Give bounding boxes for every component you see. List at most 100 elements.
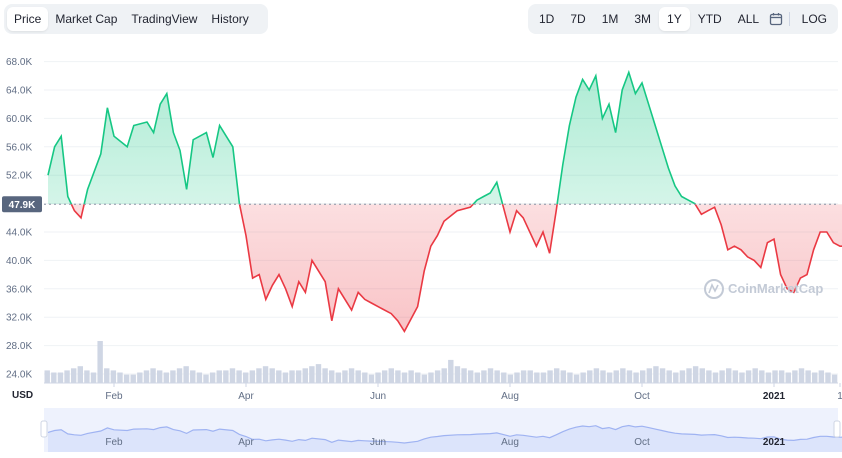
volume-bar	[580, 372, 586, 383]
navigator-handle-right[interactable]	[833, 420, 841, 438]
volume-bar	[739, 372, 745, 383]
volume-bar	[262, 366, 269, 383]
volume-bar	[573, 374, 580, 383]
volume-bar	[560, 370, 567, 383]
volume-bar	[388, 368, 394, 383]
volume-bar	[143, 370, 150, 383]
volume-bar	[348, 368, 355, 383]
volume-bar	[712, 372, 719, 383]
volume-bar	[567, 372, 573, 383]
volume-bar	[223, 370, 229, 383]
volume-bar	[368, 374, 375, 383]
calendar-icon[interactable]	[767, 7, 785, 31]
y-tick-label: 40.0K	[6, 256, 32, 267]
volume-bar	[90, 372, 97, 383]
volume-bar	[170, 370, 176, 383]
tab-price[interactable]: Price	[7, 7, 49, 31]
y-tick-label: 56.0K	[6, 142, 32, 153]
volume-bar	[276, 370, 282, 383]
volume-bar	[249, 370, 256, 383]
tab-market-cap[interactable]: Market Cap	[55, 12, 118, 26]
volume-bar	[441, 368, 447, 383]
volume-bar	[216, 370, 222, 383]
navigator-tick-label: Feb	[105, 437, 123, 448]
navigator[interactable]: Feb Apr Jun Aug Oct 2021	[40, 408, 842, 452]
navigator-area	[48, 425, 842, 452]
volume-bar	[236, 370, 242, 383]
volume-bar	[137, 372, 143, 383]
volume-bar	[507, 374, 514, 383]
volume-bar	[679, 370, 686, 383]
x-tick-label: Jun	[370, 391, 386, 402]
volume-bar	[487, 368, 494, 383]
navigator-handle-left[interactable]	[40, 420, 48, 438]
volume-bar	[434, 370, 441, 383]
navigator-tick-label: Oct	[634, 437, 650, 448]
range-1y[interactable]: 1Y	[659, 7, 690, 31]
navigator-line	[47, 424, 842, 444]
price-series	[47, 69, 842, 334]
range-ytd[interactable]: YTD	[697, 12, 722, 26]
volume-bar	[805, 370, 811, 383]
volume-bar	[520, 370, 527, 383]
y-tick-label: 24.0K	[6, 370, 32, 381]
volume-bar	[110, 370, 117, 383]
volume-bar	[547, 370, 553, 383]
volume-bar	[289, 370, 295, 383]
volume-bar	[474, 372, 480, 383]
volume-bar	[540, 372, 547, 383]
x-tick-label: Oct	[634, 391, 650, 402]
range-1m[interactable]: 1M	[601, 12, 619, 26]
volume-bar	[812, 372, 818, 383]
tab-tradingview[interactable]: TradingView	[131, 12, 198, 26]
volume-bar	[553, 368, 560, 383]
volume-bar	[640, 370, 646, 383]
navigator-tick-label: 2021	[763, 437, 786, 448]
chart-type-tabs: Price Market Cap TradingView History	[4, 4, 268, 34]
volume-bar	[831, 374, 838, 383]
volume-bar	[706, 370, 712, 383]
range-7d[interactable]: 7D	[570, 12, 586, 26]
y-tick-label: 36.0K	[6, 284, 32, 295]
log-toggle[interactable]: LOG	[801, 12, 827, 26]
volume-bar	[759, 370, 765, 383]
volume-bar	[686, 368, 692, 383]
y-tick-label: 64.0K	[6, 86, 32, 97]
volume-bar	[329, 370, 335, 383]
volume-bar	[342, 370, 348, 383]
volume-bar	[421, 374, 428, 383]
volume-bar	[196, 372, 203, 383]
range-3m[interactable]: 3M	[634, 12, 652, 26]
range-tabs: 1D 7D 1M 3M 1Y YTD ALL LOG	[528, 4, 838, 34]
volume-bar	[302, 368, 308, 383]
range-1d[interactable]: 1D	[539, 12, 555, 26]
volume-bars	[44, 341, 838, 384]
volume-bar	[653, 366, 659, 383]
volume-bar	[70, 368, 77, 383]
volume-bar	[381, 370, 388, 383]
volume-bar	[666, 370, 672, 383]
volume-bar	[315, 364, 322, 383]
volume-bar	[183, 366, 189, 383]
y-tick-label: 32.0K	[6, 313, 32, 324]
volume-bar	[514, 372, 520, 383]
volume-bar	[699, 368, 705, 383]
baseline-tag	[2, 196, 42, 213]
baseline: 47.9K	[2, 196, 838, 213]
y-tick-label: 44.0K	[6, 228, 32, 239]
volume-bar	[256, 368, 262, 383]
volume-bar	[335, 372, 342, 383]
volume-bar	[77, 366, 83, 383]
y-tick-label: 52.0K	[6, 171, 32, 182]
divider	[788, 12, 790, 26]
volume-bar	[401, 372, 408, 383]
volume-bar	[461, 368, 467, 383]
range-all[interactable]: ALL	[737, 12, 760, 26]
volume-bar	[726, 368, 732, 383]
volume-bar	[269, 368, 275, 383]
price-area-up	[48, 72, 696, 205]
y-axis: 24.0K28.0K32.0K36.0K40.0K44.0K48.0K52.0K…	[6, 57, 32, 380]
volume-bar	[395, 370, 401, 383]
tab-history[interactable]: History	[211, 12, 249, 26]
baseline-label: 47.9K	[9, 200, 36, 211]
